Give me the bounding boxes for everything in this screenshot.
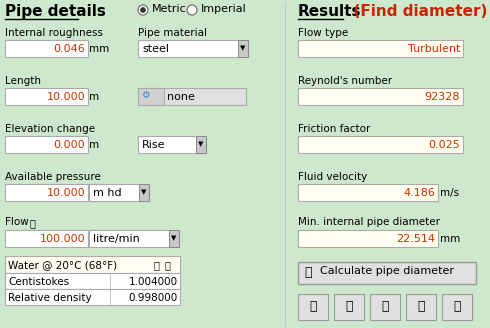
Text: Centistokes: Centistokes: [8, 277, 69, 287]
Text: (Find diameter): (Find diameter): [343, 4, 488, 19]
Bar: [138, 40, 248, 57]
Text: 92328: 92328: [424, 92, 460, 102]
Bar: [139, 184, 149, 201]
Bar: [238, 40, 248, 57]
Bar: [334, 294, 364, 320]
Text: Metric: Metric: [152, 4, 187, 14]
Bar: [196, 136, 206, 153]
Bar: [138, 88, 164, 105]
Text: Calculate pipe diameter: Calculate pipe diameter: [320, 266, 454, 276]
Text: Elevation change: Elevation change: [5, 124, 95, 134]
Text: ▼: ▼: [141, 190, 147, 195]
Text: 1.004000: 1.004000: [129, 277, 178, 287]
Text: Relative density: Relative density: [8, 293, 92, 303]
Bar: [5, 273, 180, 289]
Text: 0.998000: 0.998000: [129, 293, 178, 303]
Bar: [406, 294, 436, 320]
Text: Imperial: Imperial: [201, 4, 247, 14]
Bar: [442, 294, 472, 320]
Text: none: none: [167, 92, 195, 102]
Text: 🏺: 🏺: [30, 218, 36, 228]
Text: 📋: 📋: [381, 300, 389, 314]
Bar: [298, 230, 438, 247]
Text: 22.514: 22.514: [396, 234, 435, 244]
Text: Reynold's number: Reynold's number: [298, 76, 392, 86]
Text: Length: Length: [5, 76, 41, 86]
Circle shape: [187, 5, 197, 15]
Circle shape: [138, 5, 148, 15]
Text: m/s: m/s: [440, 188, 459, 198]
Text: Pipe material: Pipe material: [138, 28, 207, 38]
Bar: [298, 294, 328, 320]
Text: 🎨: 🎨: [154, 260, 160, 270]
Text: 4.186: 4.186: [403, 188, 435, 198]
Bar: [5, 88, 88, 105]
Bar: [5, 40, 88, 57]
Text: 100.000: 100.000: [39, 234, 85, 244]
Text: 🌐: 🌐: [453, 300, 461, 314]
Text: Turbulent: Turbulent: [408, 44, 460, 54]
Text: steel: steel: [142, 44, 169, 54]
Bar: [5, 136, 88, 153]
Bar: [298, 184, 438, 201]
Text: 🖨: 🖨: [345, 300, 353, 314]
Bar: [89, 230, 179, 247]
Text: m: m: [89, 140, 99, 150]
Text: Available pressure: Available pressure: [5, 172, 101, 182]
Text: 0.025: 0.025: [428, 140, 460, 150]
Text: 10.000: 10.000: [47, 92, 85, 102]
Text: Rise: Rise: [142, 140, 166, 150]
Bar: [89, 184, 149, 201]
Bar: [5, 230, 88, 247]
Text: ▼: ▼: [198, 141, 204, 148]
Text: Flow: Flow: [5, 217, 29, 227]
Bar: [169, 230, 179, 247]
Text: 📊: 📊: [165, 260, 171, 270]
Text: Results: Results: [298, 4, 362, 19]
Text: ▼: ▼: [240, 46, 245, 51]
Text: mm: mm: [440, 234, 460, 244]
Text: m hd: m hd: [93, 188, 122, 198]
Bar: [5, 184, 88, 201]
Bar: [298, 88, 463, 105]
Text: Friction factor: Friction factor: [298, 124, 370, 134]
Bar: [5, 256, 180, 273]
Text: Flow type: Flow type: [298, 28, 348, 38]
Text: Fluid velocity: Fluid velocity: [298, 172, 367, 182]
Text: ▼: ▼: [172, 236, 177, 241]
Bar: [5, 289, 180, 305]
Text: ⚙: ⚙: [141, 90, 150, 100]
Text: mm: mm: [89, 44, 109, 54]
Text: Pipe details: Pipe details: [5, 4, 106, 19]
Bar: [370, 294, 400, 320]
Bar: [138, 88, 246, 105]
Text: 📄: 📄: [417, 300, 425, 314]
Bar: [298, 136, 463, 153]
Circle shape: [141, 8, 146, 12]
Bar: [298, 262, 476, 284]
Text: 0.046: 0.046: [53, 44, 85, 54]
Text: 10.000: 10.000: [47, 188, 85, 198]
Text: m: m: [89, 92, 99, 102]
Text: 0.000: 0.000: [53, 140, 85, 150]
Text: litre/min: litre/min: [93, 234, 140, 244]
Text: 🖩: 🖩: [304, 266, 312, 279]
Text: Min. internal pipe diameter: Min. internal pipe diameter: [298, 217, 440, 227]
Bar: [138, 136, 206, 153]
Bar: [298, 40, 463, 57]
Text: Water @ 20°C (68°F): Water @ 20°C (68°F): [8, 260, 117, 270]
Text: Internal roughness: Internal roughness: [5, 28, 103, 38]
Text: 💾: 💾: [309, 300, 317, 314]
